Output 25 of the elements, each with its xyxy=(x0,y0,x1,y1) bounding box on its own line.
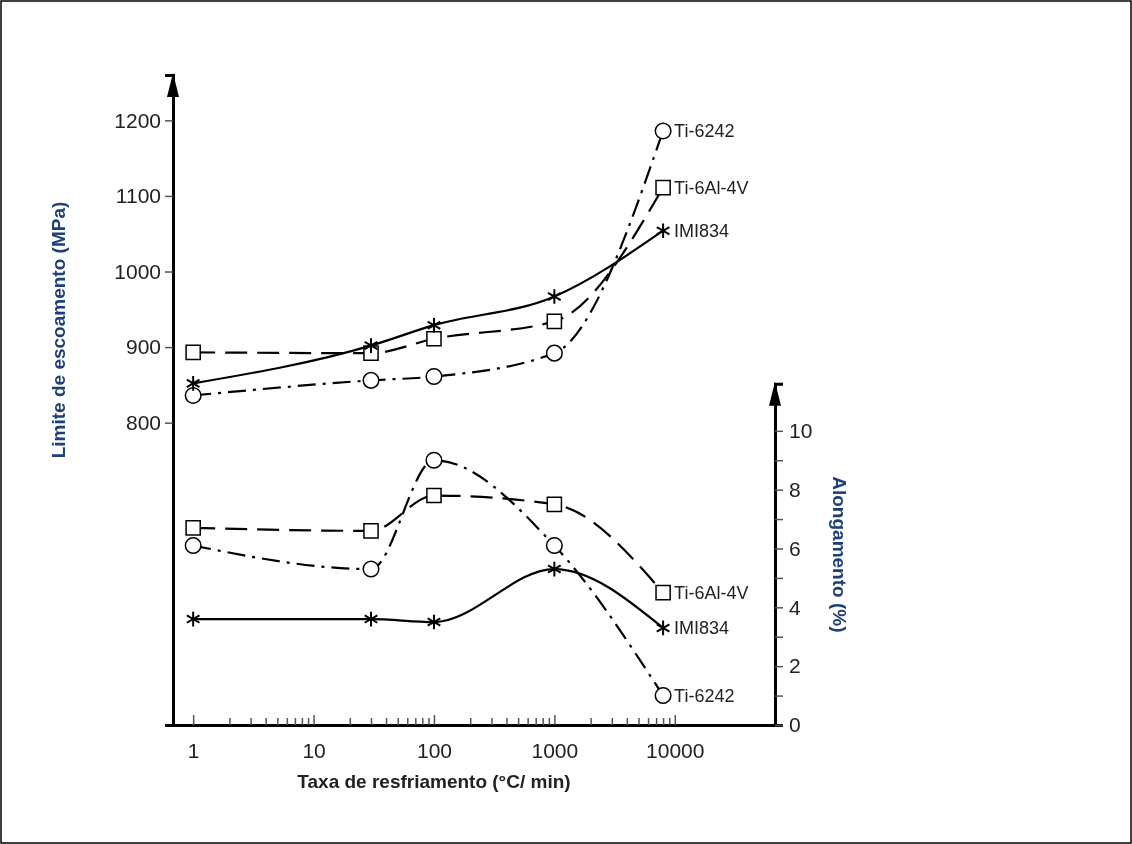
y2-tick-label: 8 xyxy=(789,477,801,501)
y2-tick-label: 4 xyxy=(789,595,801,619)
y2-tick-label: 0 xyxy=(789,713,801,737)
y2-tick-label: 10 xyxy=(789,419,813,443)
y-tick-label: 1000 xyxy=(114,259,161,283)
series-label: Ti-6242 xyxy=(674,121,735,142)
x-tick-label: 100 xyxy=(416,738,452,762)
series-label: Ti-6242 xyxy=(674,685,735,706)
x-tick-label: 10 xyxy=(302,738,326,762)
y2-tick-label: 2 xyxy=(789,654,801,678)
y-axis-title: Limite de escoamento (MPa) xyxy=(48,201,69,459)
y-tick-label: 1200 xyxy=(114,108,161,132)
y2-axis-title: Alongamento (%) xyxy=(829,476,850,633)
x-tick-label: 1000 xyxy=(531,738,579,762)
y-tick-label: 900 xyxy=(125,335,161,359)
series-label: IMI834 xyxy=(674,618,730,639)
x-tick-label: 10000 xyxy=(646,738,705,762)
series-label: Ti-6Al-4V xyxy=(674,177,749,198)
series-label: IMI834 xyxy=(674,221,730,241)
y2-tick-label: 6 xyxy=(789,536,801,560)
y-tick-label: 800 xyxy=(125,410,161,434)
series-label: Ti-6Al-4V xyxy=(674,582,749,603)
y-tick-label: 1100 xyxy=(115,184,161,208)
x-tick-label: 1 xyxy=(187,738,200,762)
x-axis-title: Taxa de resfriamento (°C/ min) xyxy=(297,771,571,792)
